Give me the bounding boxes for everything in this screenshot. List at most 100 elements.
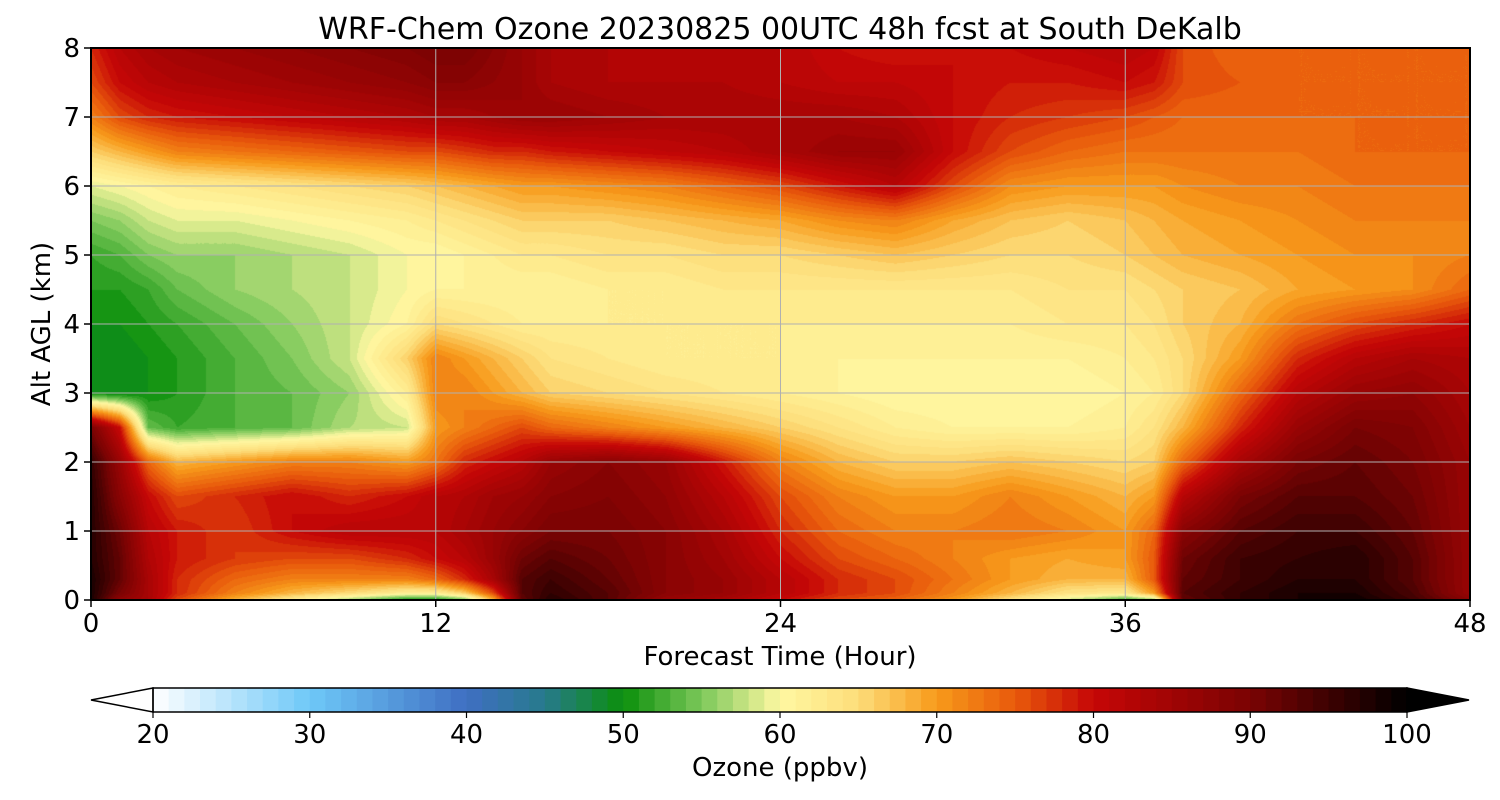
chart-title: WRF-Chem Ozone 20230825 00UTC 48h fcst a… xyxy=(318,12,1241,47)
colorbar-bin xyxy=(732,688,750,712)
colorbar-bin xyxy=(811,688,828,712)
colorbar-bin xyxy=(1187,688,1204,712)
colorbar-tick-label: 40 xyxy=(450,720,483,750)
colorbar-bin xyxy=(1156,688,1173,712)
colorbar-bin xyxy=(200,688,217,712)
colorbar-bin xyxy=(1297,688,1314,712)
colorbar-bin xyxy=(764,688,781,712)
colorbar-bin xyxy=(654,688,671,712)
colorbar-bin xyxy=(952,688,969,712)
colorbar-bin xyxy=(325,688,342,712)
plot-area xyxy=(90,47,1471,601)
x-tick-label: 0 xyxy=(83,609,100,639)
colorbar-bin xyxy=(450,688,468,712)
colorbar-bin xyxy=(748,688,765,712)
colorbar-bin xyxy=(466,688,483,712)
x-tick-label: 48 xyxy=(1453,609,1486,639)
colorbar-bin xyxy=(388,688,405,712)
colorbar-bin xyxy=(795,688,812,712)
colorbar-tick-label: 80 xyxy=(1077,720,1110,750)
colorbar: 20 30 40 50 60 70 80 90 100 Ozone (ppbv) xyxy=(90,687,1470,783)
colorbar-bin xyxy=(1093,688,1110,712)
colorbar-bin xyxy=(231,688,248,712)
colorbar-bin xyxy=(482,688,499,712)
colorbar-tick-label: 100 xyxy=(1382,720,1432,750)
colorbar-bin xyxy=(1062,688,1079,712)
colorbar-bins xyxy=(153,688,1408,712)
colorbar-bin xyxy=(356,688,374,712)
colorbar-bin xyxy=(278,688,295,712)
y-tick-label: 2 xyxy=(63,448,80,478)
colorbar-bin xyxy=(607,688,624,712)
colorbar-ticks: 20 30 40 50 60 70 80 90 100 xyxy=(136,712,1432,750)
colorbar-tick-label: 90 xyxy=(1234,720,1267,750)
y-tick-label: 7 xyxy=(63,103,80,133)
colorbar-extend-high xyxy=(1406,687,1470,713)
colorbar-bin xyxy=(1218,688,1236,712)
colorbar-bin xyxy=(1015,688,1032,712)
colorbar-tick-label: 50 xyxy=(607,720,640,750)
colorbar-bin xyxy=(842,688,859,712)
colorbar-bin xyxy=(780,688,797,712)
colorbar-bin xyxy=(685,688,703,712)
colorbar-bin xyxy=(889,688,906,712)
y-tick-label: 6 xyxy=(63,172,80,202)
colorbar-bin xyxy=(858,688,875,712)
colorbar-bin xyxy=(874,688,891,712)
colorbar-bin xyxy=(921,688,938,712)
colorbar-bin xyxy=(1281,688,1298,712)
colorbar-bin xyxy=(262,688,279,712)
colorbar-bin xyxy=(184,688,201,712)
colorbar-bin xyxy=(591,688,609,712)
colorbar-bin xyxy=(341,688,358,712)
colorbar-bin xyxy=(1203,688,1220,712)
colorbar-bin xyxy=(827,688,844,712)
colorbar-bin xyxy=(1250,688,1267,712)
colorbar-bin xyxy=(1265,688,1283,712)
colorbar-tick-label: 30 xyxy=(293,720,326,750)
x-axis-label: Forecast Time (Hour) xyxy=(643,642,916,672)
colorbar-extend-low xyxy=(90,687,154,713)
colorbar-bin xyxy=(968,688,985,712)
colorbar-bin xyxy=(419,688,436,712)
colorbar-tick-label: 70 xyxy=(920,720,953,750)
colorbar-bin xyxy=(529,688,546,712)
colorbar-bin xyxy=(1344,688,1361,712)
colorbar-bin xyxy=(168,688,185,712)
colorbar-bin xyxy=(560,688,577,712)
colorbar-bin xyxy=(1391,688,1408,712)
colorbar-bin xyxy=(936,688,954,712)
colorbar-bin xyxy=(215,688,232,712)
y-tick-label: 1 xyxy=(63,517,80,547)
colorbar-bin xyxy=(153,688,170,712)
colorbar-bin xyxy=(544,688,562,712)
colorbar-bin xyxy=(1312,688,1330,712)
colorbar-bin xyxy=(670,688,687,712)
y-axis-label: Alt AGL (km) xyxy=(27,242,57,406)
colorbar-bin xyxy=(1234,688,1251,712)
colorbar-bin xyxy=(1124,688,1142,712)
y-tick-label: 3 xyxy=(63,379,80,409)
colorbar-bin xyxy=(1328,688,1345,712)
colorbar-bin xyxy=(717,688,734,712)
colorbar-bin xyxy=(1109,688,1126,712)
colorbar-bin xyxy=(1077,688,1095,712)
colorbar-bin xyxy=(1375,688,1392,712)
colorbar-bin xyxy=(247,688,264,712)
y-tick-label: 0 xyxy=(63,586,80,616)
colorbar-bin xyxy=(497,688,515,712)
colorbar-bin xyxy=(309,688,327,712)
y-tick-label: 4 xyxy=(63,310,80,340)
colorbar-bin xyxy=(638,688,656,712)
colorbar-bin xyxy=(576,688,593,712)
colorbar-tick-label: 60 xyxy=(763,720,796,750)
colorbar-label: Ozone (ppbv) xyxy=(692,753,868,783)
y-tick-label: 8 xyxy=(63,34,80,64)
colorbar-bin xyxy=(999,688,1016,712)
colorbar-bin xyxy=(1359,688,1377,712)
x-tick-label: 12 xyxy=(419,609,452,639)
x-tick-label: 36 xyxy=(1109,609,1142,639)
x-tick-label: 24 xyxy=(764,609,797,639)
colorbar-bin xyxy=(372,688,389,712)
